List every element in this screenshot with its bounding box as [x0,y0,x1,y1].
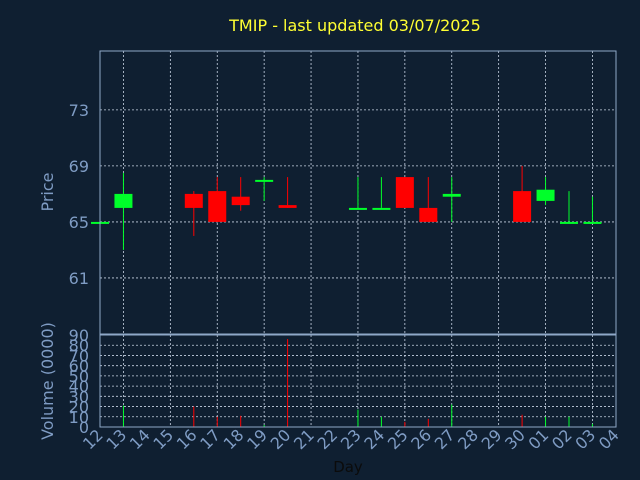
candle-body [560,221,578,224]
candle-17 [208,177,227,222]
candle-body [208,191,227,222]
candle-body [513,191,532,222]
candle-26 [419,177,438,222]
candles [91,165,602,250]
candle-24 [372,177,391,210]
candle-body [583,221,602,224]
volume-tick-label: 0 [79,418,89,437]
volume-tick-label: 10 [69,408,89,427]
price-tick-label: 69 [69,157,89,176]
candle-body [348,207,367,210]
candle-18 [231,177,250,211]
candle-19 [255,177,274,201]
candle-body [114,193,133,208]
x-ticks: 1213141516171819202122232425262728293001… [79,425,623,453]
volume-tick-label: 20 [69,398,89,417]
volume-bars [122,339,593,427]
volume-tick-label: 30 [69,387,89,406]
candle-27 [442,177,461,222]
candle-03 [583,196,602,224]
volume-tick-label: 50 [69,367,89,386]
candle-body [255,179,274,182]
candle-02 [560,191,578,224]
candle-23 [348,177,367,210]
candle-body [395,177,414,208]
volume-gridlines [100,335,616,427]
candle-01 [536,177,555,206]
volume-y-label: Volume (0000) [38,322,57,440]
volume-tick-label: 90 [69,326,89,345]
candle-25 [395,177,414,208]
candle-20 [278,177,297,208]
price-tick-label: 65 [69,213,89,232]
candle-body [536,189,555,201]
price-y-label: Price [38,172,57,211]
price-tick-label: 73 [69,101,89,120]
volume-tick-label: 70 [69,346,89,365]
price-tick-label: 61 [69,269,89,288]
volume-frame [99,334,617,428]
volume-tick-label: 40 [69,377,89,396]
price-frame [99,50,617,335]
candle-body [184,193,203,208]
price-panel: 61 65 69 73 Price [38,50,617,335]
chart-title: TMIP - last updated 03/07/2025 [228,16,481,35]
x-axis-label: Day [333,458,363,476]
candle-body [442,193,461,197]
price-y-ticks: 61 65 69 73 [69,101,89,288]
candle-13 [114,172,133,250]
candle-30 [513,165,532,222]
candle-body [419,207,438,222]
candle-body [372,207,391,210]
volume-tick-label: 80 [69,336,89,355]
candle-body [278,205,297,208]
volume-tick-label: 60 [69,357,89,376]
candle-body [231,196,250,206]
candle-16 [184,191,203,236]
